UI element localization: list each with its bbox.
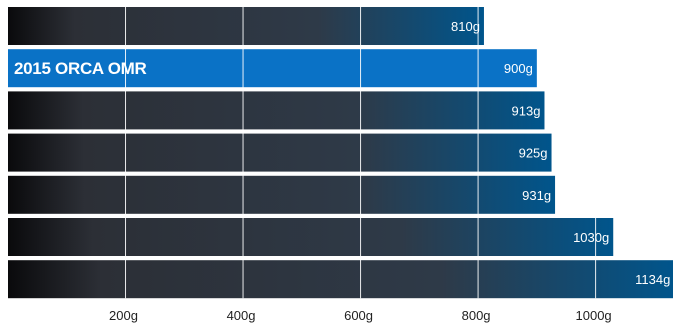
bar-value-label: 810g (451, 19, 480, 34)
x-tick-label: 400g (227, 308, 256, 323)
bar (8, 133, 552, 172)
bar-name-label: 2015 ORCA OMR (14, 59, 146, 78)
bar (8, 91, 545, 130)
bars-group (8, 7, 673, 299)
gridlines-group (125, 7, 597, 299)
highlight-bar (8, 49, 537, 88)
x-tick-label: 1000g (576, 308, 612, 323)
bar (8, 260, 673, 299)
x-tick-label: 200g (109, 308, 138, 323)
bar-value-label: 931g (522, 188, 551, 203)
bar-value-label: 900g (504, 61, 533, 76)
x-tick-label: 600g (344, 308, 373, 323)
bar (8, 218, 614, 256)
bar (8, 7, 484, 45)
bar (8, 175, 556, 214)
bar-value-label: 1134g (635, 272, 670, 287)
bar-value-label: 925g (519, 146, 548, 161)
labels-group: 810g 900g 2015 ORCA OMR 913g 925g 931g 1030g 11… (14, 19, 670, 287)
bar-value-label: 1030g (573, 230, 609, 245)
x-axis-ticks: 200g 400g 600g 800g 1000g (109, 308, 612, 323)
x-tick-label: 800g (462, 308, 491, 323)
bar-value-label: 913g (512, 103, 541, 118)
